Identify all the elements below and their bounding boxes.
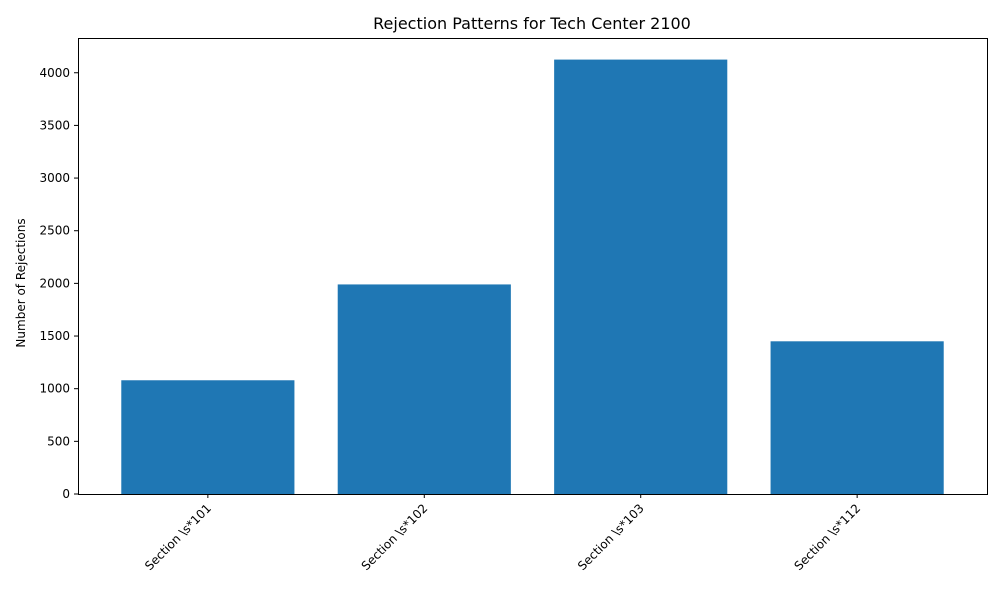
y-tick-label: 1000: [39, 382, 70, 396]
x-tick-label: Section \s*102: [359, 501, 431, 573]
y-axis-ticks: 0 500 1000 1500 2000 2500 3000 3500 4000: [39, 66, 78, 501]
bar: [121, 380, 294, 494]
y-tick-label: 3500: [39, 118, 70, 132]
x-tick-label: Section \s*101: [142, 501, 214, 573]
x-tick-label: Section \s*112: [791, 501, 863, 573]
bar: [771, 341, 944, 494]
bars-group: [121, 60, 943, 494]
y-tick-label: 2500: [39, 224, 70, 238]
chart-title: Rejection Patterns for Tech Center 2100: [373, 14, 691, 33]
y-tick-label: 0: [62, 487, 70, 501]
y-axis-label: Number of Rejections: [14, 218, 28, 347]
bar: [554, 60, 727, 494]
y-tick-label: 1500: [39, 329, 70, 343]
y-tick-label: 2000: [39, 276, 70, 290]
bar: [338, 284, 511, 494]
y-tick-label: 3000: [39, 171, 70, 185]
y-tick-label: 4000: [39, 66, 70, 80]
x-tick-label: Section \s*103: [575, 501, 647, 573]
x-axis-ticks: Section \s*101 Section \s*102 Section \s*1…: [142, 494, 863, 573]
y-tick-label: 500: [47, 434, 70, 448]
